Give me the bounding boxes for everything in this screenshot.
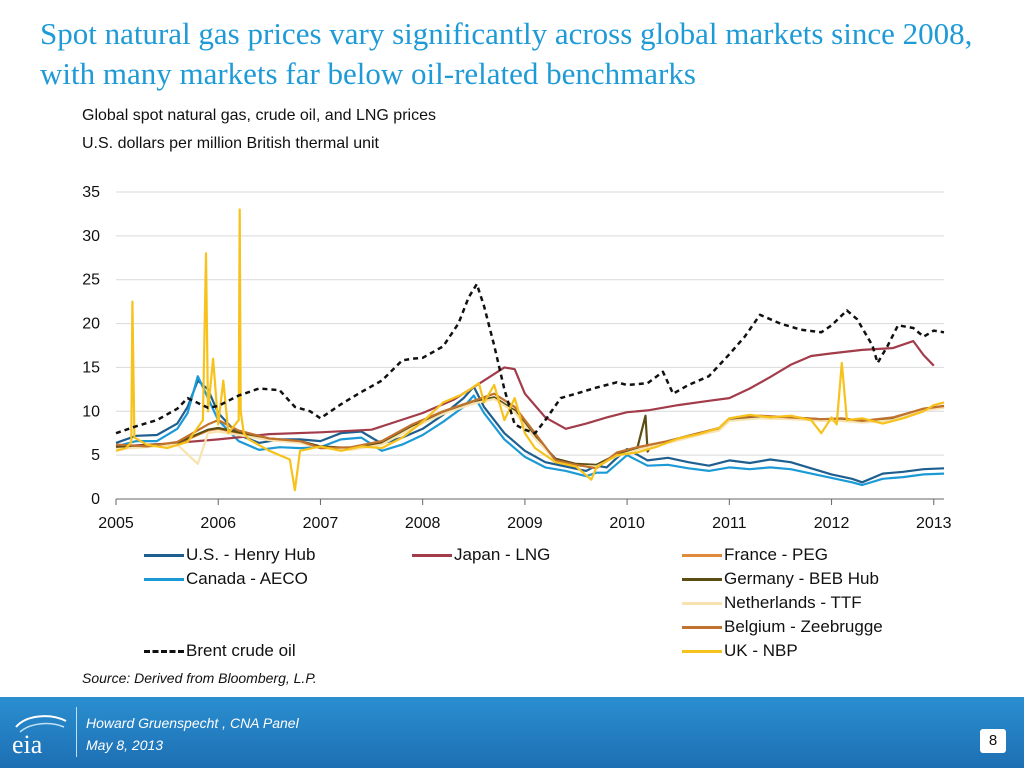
legend-label: France - PEG [724, 545, 828, 564]
series-line-uk-nbp [115, 208, 945, 492]
y-tick-label: 25 [82, 272, 100, 289]
x-tick-label: 2012 [814, 515, 850, 532]
legend-swatch [682, 650, 722, 653]
x-tick-label: 2013 [916, 515, 952, 532]
legend-swatch [144, 578, 184, 581]
legend-swatch [682, 578, 722, 581]
legend-label: U.S. - Henry Hub [186, 545, 316, 564]
legend-swatch [144, 650, 184, 653]
y-tick-label: 35 [82, 184, 100, 201]
legend-label: Brent crude oil [186, 641, 296, 660]
y-tick-label: 0 [91, 491, 100, 508]
x-tick-label: 2009 [507, 515, 543, 532]
date-line: May 8, 2013 [86, 737, 164, 753]
legend-swatch [412, 554, 452, 557]
source-note: Source: Derived from Bloomberg, L.P. [82, 670, 317, 686]
legend-label: Belgium - Zeebrugge [724, 617, 883, 636]
legend-swatch [682, 602, 722, 605]
x-tick-label: 2010 [609, 515, 645, 532]
x-tick-label: 2011 [712, 515, 747, 532]
eia-logo: eia [12, 715, 67, 757]
legend-label: Japan - LNG [454, 545, 551, 564]
slide-title: Spot natural gas prices vary significant… [40, 16, 973, 91]
legend-label: Canada - AECO [186, 569, 308, 588]
series-line-brent-crude-oil [115, 282, 945, 435]
footer-bar: eia Howard Gruenspecht , CNA Panel May 8… [0, 697, 1024, 768]
legend-label: Netherlands - TTF [724, 593, 862, 612]
logo-text: eia [12, 730, 43, 757]
legend-label: UK - NBP [724, 641, 798, 660]
chart-units: U.S. dollars per million British thermal… [82, 135, 379, 152]
legend-swatch [144, 554, 184, 557]
line-chart: 0 5 10 15 20 25 30 35 2005 2006 2007 2008 2009 2010 20… [82, 184, 952, 532]
y-tick-label: 10 [82, 403, 100, 420]
legend-swatch [682, 626, 722, 629]
y-tick-label: 5 [91, 447, 100, 464]
x-tick-label: 2006 [200, 515, 236, 532]
x-tick-label: 2007 [303, 515, 339, 532]
chart-subtitle: Global spot natural gas, crude oil, and … [82, 107, 436, 124]
y-tick-label: 30 [82, 228, 100, 245]
footer-divider [76, 707, 77, 757]
series-line-netherlands-ttf [115, 397, 945, 468]
x-tick-label: 2005 [98, 515, 134, 532]
y-tick-label: 15 [82, 359, 100, 376]
page-number: 8 [980, 729, 1006, 753]
series-line-japan-lng [115, 340, 935, 448]
legend-label: Germany - BEB Hub [724, 569, 879, 588]
x-tick-label: 2008 [405, 515, 441, 532]
y-tick-label: 20 [82, 316, 100, 333]
legend-swatch [682, 554, 722, 557]
presenter-line: Howard Gruenspecht , CNA Panel [86, 715, 299, 731]
